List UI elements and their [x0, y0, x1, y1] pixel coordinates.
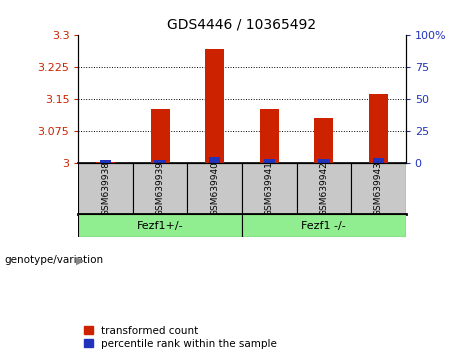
Bar	[242, 163, 296, 214]
Bar	[154, 160, 166, 163]
Bar	[78, 163, 133, 214]
Text: ▶: ▶	[76, 255, 84, 265]
Text: Fezf1+/-: Fezf1+/-	[137, 221, 183, 230]
Text: GSM639943: GSM639943	[374, 161, 383, 216]
Bar	[242, 214, 406, 237]
Bar	[209, 156, 220, 163]
Text: Fezf1 -/-: Fezf1 -/-	[301, 221, 346, 230]
Bar	[100, 160, 112, 163]
Bar	[369, 94, 388, 163]
Text: GSM639942: GSM639942	[319, 161, 328, 216]
Bar	[351, 163, 406, 214]
Bar	[78, 214, 242, 237]
Bar	[318, 159, 330, 163]
Legend: transformed count, percentile rank within the sample: transformed count, percentile rank withi…	[83, 326, 277, 349]
Text: GSM639939: GSM639939	[156, 161, 165, 216]
Text: GSM639940: GSM639940	[210, 161, 219, 216]
Text: GSM639938: GSM639938	[101, 161, 110, 216]
Bar	[260, 109, 279, 163]
Bar	[188, 163, 242, 214]
Bar	[96, 162, 115, 163]
Bar	[314, 118, 333, 163]
Bar	[151, 109, 170, 163]
Bar	[264, 159, 275, 163]
Text: GSM639941: GSM639941	[265, 161, 274, 216]
Bar	[133, 163, 188, 214]
Bar	[296, 163, 351, 214]
Title: GDS4446 / 10365492: GDS4446 / 10365492	[167, 17, 317, 32]
Bar	[205, 49, 225, 163]
Text: genotype/variation: genotype/variation	[5, 255, 104, 265]
Bar	[372, 158, 384, 163]
